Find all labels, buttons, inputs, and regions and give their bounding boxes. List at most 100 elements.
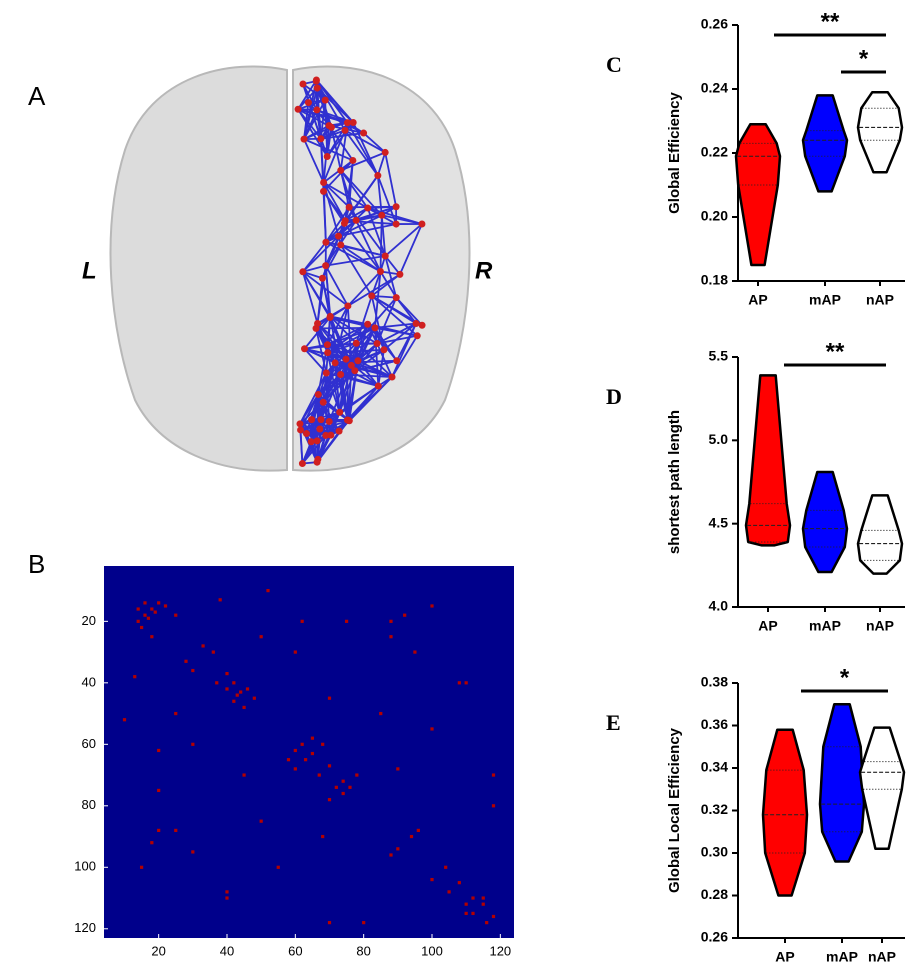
edge xyxy=(370,271,382,297)
cell xyxy=(225,890,229,894)
node xyxy=(381,148,389,156)
node xyxy=(308,416,316,424)
cell xyxy=(348,785,352,789)
cell xyxy=(157,788,161,793)
cell xyxy=(464,902,468,906)
node xyxy=(343,416,351,424)
y-tick-label: 4.5 xyxy=(709,514,729,530)
edge xyxy=(338,223,397,238)
cell xyxy=(242,705,246,710)
cell xyxy=(245,687,250,691)
edge xyxy=(302,235,340,273)
edge xyxy=(334,362,393,378)
y-tick-label: 0.26 xyxy=(701,929,728,945)
node xyxy=(364,320,372,328)
cell xyxy=(389,853,393,857)
edge xyxy=(322,182,347,222)
node xyxy=(418,220,426,228)
node xyxy=(392,203,400,211)
edge xyxy=(379,271,398,299)
cell xyxy=(491,804,496,808)
x-tick-label: AP xyxy=(758,618,777,634)
cell xyxy=(174,613,178,617)
cell xyxy=(403,613,407,617)
cell xyxy=(396,847,400,851)
cell xyxy=(457,881,461,885)
node xyxy=(314,390,322,398)
edge xyxy=(315,328,328,374)
cell xyxy=(300,619,304,623)
edge xyxy=(302,271,331,318)
cell xyxy=(150,635,154,639)
cell xyxy=(201,644,205,648)
node xyxy=(380,346,388,354)
node xyxy=(299,268,307,276)
node xyxy=(319,187,327,195)
cell xyxy=(184,659,188,663)
violin xyxy=(744,374,792,547)
node xyxy=(294,105,302,113)
cell xyxy=(252,696,256,700)
cell xyxy=(211,650,215,654)
node xyxy=(374,172,382,180)
node xyxy=(392,220,400,228)
node xyxy=(320,179,328,187)
edge xyxy=(316,419,349,463)
cell xyxy=(389,619,393,623)
cell xyxy=(321,834,325,839)
panel-label: E xyxy=(606,710,621,735)
violin xyxy=(818,703,866,863)
violin xyxy=(734,122,782,267)
node xyxy=(349,156,357,164)
node xyxy=(354,357,362,365)
edge xyxy=(320,374,342,421)
node xyxy=(374,382,382,390)
panel-label: C xyxy=(606,52,622,77)
edge xyxy=(346,305,353,366)
edge xyxy=(391,335,419,378)
edge xyxy=(303,124,330,140)
cell xyxy=(163,604,168,608)
edge xyxy=(315,80,346,131)
cell xyxy=(286,758,291,762)
node xyxy=(317,135,325,143)
cell xyxy=(143,601,147,605)
edge xyxy=(329,317,347,360)
y-axis-title: Global Efficiency xyxy=(666,91,683,213)
y-tick-label: 5.5 xyxy=(709,348,729,364)
cell xyxy=(485,921,489,925)
node xyxy=(343,119,351,127)
cell xyxy=(310,751,315,756)
edge xyxy=(320,362,337,420)
edge xyxy=(379,215,383,272)
x-tick-label: mAP xyxy=(826,949,858,965)
y-tick-label: 0.18 xyxy=(701,272,728,288)
node xyxy=(331,359,339,367)
node xyxy=(393,357,401,365)
edge xyxy=(354,342,378,372)
node xyxy=(300,135,308,143)
y-axis-title: shortest path length xyxy=(666,410,683,554)
y-tick-label: 60 xyxy=(82,736,96,751)
node xyxy=(373,340,381,348)
node xyxy=(323,341,331,349)
cell xyxy=(321,742,325,746)
node xyxy=(321,96,329,104)
node xyxy=(360,129,368,137)
x-tick-label: mAP xyxy=(809,292,841,308)
node xyxy=(381,252,389,260)
edge xyxy=(377,349,385,387)
cell xyxy=(471,896,475,900)
cell xyxy=(218,598,222,602)
edge xyxy=(345,214,382,222)
cell xyxy=(303,758,308,762)
edge xyxy=(328,125,354,161)
y-tick-label: 0.32 xyxy=(701,801,728,817)
cell xyxy=(327,921,332,925)
node xyxy=(299,80,307,88)
edge xyxy=(297,108,328,157)
significance-label: ** xyxy=(821,8,840,35)
node xyxy=(392,294,400,302)
node xyxy=(413,332,421,340)
panel-label: A xyxy=(28,81,46,111)
